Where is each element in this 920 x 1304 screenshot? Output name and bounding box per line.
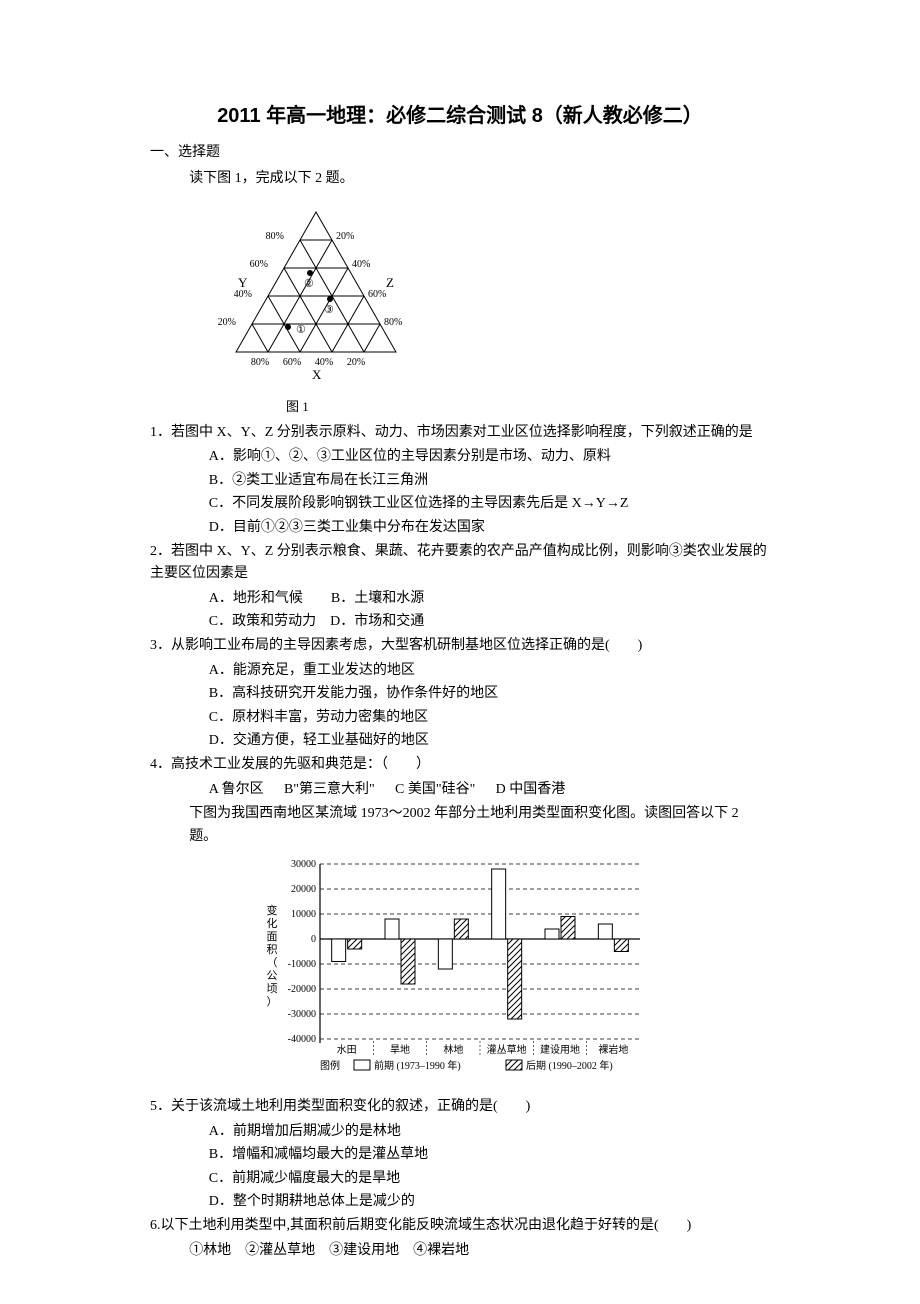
q1-opt-b: B．②类工业适宜布局在长江三角洲 — [209, 470, 770, 492]
svg-text:-20000: -20000 — [288, 984, 316, 995]
q5-opt-c: C．前期减少幅度最大的是旱地 — [209, 1168, 770, 1190]
q2-opt-a: A．地形和气候 — [209, 591, 303, 606]
q6-num: 6. — [150, 1218, 161, 1233]
q2-options: A．地形和气候 B．土壤和水源 C．政策和劳动力 D．市场和交通 — [150, 588, 770, 634]
svg-text:变: 变 — [267, 903, 278, 917]
q2-opt-c: C．政策和劳动力 — [209, 614, 316, 629]
q6-stem: 以下土地利用类型中,其面积前后期变化能反映流域生态状况由退化趋于好转的是( ) — [161, 1218, 692, 1233]
q5-options: A．前期增加后期减少的是林地 B．增幅和减幅均最大的是灌丛草地 C．前期减少幅度… — [150, 1121, 770, 1214]
svg-text:顷: 顷 — [267, 982, 278, 995]
q5-opt-b: B．增幅和减幅均最大的是灌丛草地 — [209, 1144, 770, 1166]
page-title: 2011 年高一地理：必修二综合测试 8（新人教必修二） — [150, 100, 770, 132]
svg-text:30000: 30000 — [291, 859, 316, 870]
q5-stem: 关于该流域土地利用类型面积变化的叙述，正确的是( ) — [171, 1099, 530, 1114]
svg-text:-30000: -30000 — [288, 1009, 316, 1020]
q4-num: 4． — [150, 757, 171, 772]
svg-text:Y: Y — [238, 275, 248, 290]
svg-text:40%: 40% — [234, 289, 252, 300]
q1-num: 1． — [150, 425, 171, 440]
svg-text:公: 公 — [267, 970, 278, 982]
svg-text:20000: 20000 — [291, 884, 316, 895]
q2-opt-b: B．土壤和水源 — [331, 591, 424, 606]
q3-opt-c: C．原材料丰富，劳动力密集的地区 — [209, 707, 770, 729]
svg-text:建设用地: 建设用地 — [540, 1043, 580, 1056]
svg-text:面: 面 — [267, 931, 278, 943]
svg-text:-10000: -10000 — [288, 959, 316, 970]
svg-text:20%: 20% — [336, 231, 354, 242]
q5: 5．关于该流域土地利用类型面积变化的叙述，正确的是( ) — [150, 1096, 770, 1118]
svg-text:-40000: -40000 — [288, 1034, 316, 1045]
svg-text:②: ② — [304, 278, 314, 290]
figure-2: 30000 20000 10000 0 -10000 -20000 -30000 -40000… — [150, 854, 770, 1092]
svg-text:积: 积 — [267, 943, 278, 956]
q2-opt-d: D．市场和交通 — [330, 614, 424, 629]
svg-text:化: 化 — [267, 916, 278, 930]
q4-opt-d: D 中国香港 — [496, 782, 566, 797]
svg-text:前期 (1973–1990 年): 前期 (1973–1990 年) — [374, 1059, 461, 1072]
figure-1: ① ② ③ Y Z X 80% 60% 40% 20% 20% 40% 60% … — [150, 197, 770, 418]
svg-text:水田: 水田 — [337, 1044, 357, 1056]
svg-text:40%: 40% — [315, 357, 333, 368]
q3-opt-b: B．高科技研究开发能力强，协作条件好的地区 — [209, 683, 770, 705]
svg-text:80%: 80% — [266, 231, 284, 242]
q3-stem: 从影响工业布局的主导因素考虑，大型客机研制基地区位选择正确的是( ) — [171, 638, 642, 653]
q3-opt-a: A．能源充足，重工业发达的地区 — [209, 660, 770, 682]
landuse-bar-chart-svg: 30000 20000 10000 0 -10000 -20000 -30000 -40000… — [250, 854, 670, 1084]
q4-opt-b: B"第三意大利" — [284, 782, 375, 797]
svg-text:①: ① — [296, 324, 306, 336]
q3-num: 3． — [150, 638, 171, 653]
svg-text:80%: 80% — [384, 317, 402, 328]
q2-stem: 若图中 X、Y、Z 分别表示粮食、果蔬、花卉要素的农产品产值构成比例，则影响③类… — [150, 544, 767, 581]
svg-text:（: （ — [267, 956, 278, 969]
svg-text:Z: Z — [386, 275, 394, 290]
svg-text:20%: 20% — [347, 357, 365, 368]
svg-text:林地: 林地 — [443, 1043, 463, 1056]
svg-text:20%: 20% — [218, 317, 236, 328]
q4-opt-a: A 鲁尔区 — [209, 782, 264, 797]
q1-stem: 若图中 X、Y、Z 分别表示原料、动力、市场因素对工业区位选择影响程度，下列叙述… — [171, 425, 753, 440]
q3-options: A．能源充足，重工业发达的地区 B．高科技研究开发能力强，协作条件好的地区 C．… — [150, 660, 770, 753]
svg-text:③: ③ — [324, 304, 334, 316]
q2: 2．若图中 X、Y、Z 分别表示粮食、果蔬、花卉要素的农产品产值构成比例，则影响… — [150, 541, 770, 586]
svg-text:60%: 60% — [283, 357, 301, 368]
svg-text:灌丛草地: 灌丛草地 — [487, 1043, 527, 1056]
svg-text:0: 0 — [311, 934, 316, 945]
q1: 1．若图中 X、Y、Z 分别表示原料、动力、市场因素对工业区位选择影响程度，下列… — [150, 422, 770, 444]
q1-options: A．影响①、②、③工业区位的主导因素分别是市场、动力、原料 B．②类工业适宜布局… — [150, 446, 770, 539]
q4-stem: 高技术工业发展的先驱和典范是：（ ） — [171, 757, 430, 772]
intro-2: 下图为我国西南地区某流域 1973～2002 年部分土地利用类型面积变化图。读图… — [150, 803, 770, 848]
q6-line2: ①林地 ②灌丛草地 ③建设用地 ④裸岩地 — [150, 1240, 770, 1262]
svg-text:）: ） — [267, 995, 278, 1008]
svg-text:40%: 40% — [352, 259, 370, 270]
q6: 6.以下土地利用类型中,其面积前后期变化能反映流域生态状况由退化趋于好转的是( … — [150, 1215, 770, 1237]
q3-opt-d: D．交通方便，轻工业基础好的地区 — [209, 730, 770, 752]
svg-text:80%: 80% — [251, 357, 269, 368]
ternary-triangle-svg: ① ② ③ Y Z X 80% 60% 40% 20% 20% 40% 60% … — [206, 197, 426, 387]
q4-options: A 鲁尔区 B"第三意大利" C 美国"硅谷" D 中国香港 — [150, 779, 770, 801]
svg-text:60%: 60% — [250, 259, 268, 270]
svg-text:60%: 60% — [368, 289, 386, 300]
q3: 3．从影响工业布局的主导因素考虑，大型客机研制基地区位选择正确的是( ) — [150, 635, 770, 657]
q5-opt-a: A．前期增加后期减少的是林地 — [209, 1121, 770, 1143]
q4-opt-c: C 美国"硅谷" — [395, 782, 475, 797]
q5-num: 5． — [150, 1099, 171, 1114]
intro-1: 读下图 1，完成以下 2 题。 — [150, 168, 770, 190]
svg-text:旱地: 旱地 — [390, 1043, 410, 1056]
q4: 4．高技术工业发展的先驱和典范是：（ ） — [150, 754, 770, 776]
figure-1-caption: 图 1 — [206, 397, 770, 418]
svg-text:裸岩地: 裸岩地 — [598, 1043, 628, 1056]
svg-text:X: X — [312, 367, 322, 382]
q1-opt-c: C．不同发展阶段影响钢铁工业区位选择的主导因素先后是 X→Y→Z — [209, 493, 770, 515]
q1-opt-d: D．目前①②③三类工业集中分布在发达国家 — [209, 517, 770, 539]
svg-text:图例: 图例 — [320, 1059, 340, 1072]
section-heading: 一、选择题 — [150, 142, 770, 164]
q2-num: 2． — [150, 544, 171, 559]
q1-opt-a: A．影响①、②、③工业区位的主导因素分别是市场、动力、原料 — [209, 446, 770, 468]
svg-text:后期 (1990–2002 年): 后期 (1990–2002 年) — [526, 1059, 613, 1072]
svg-text:10000: 10000 — [291, 909, 316, 920]
q5-opt-d: D．整个时期耕地总体上是减少的 — [209, 1191, 770, 1213]
